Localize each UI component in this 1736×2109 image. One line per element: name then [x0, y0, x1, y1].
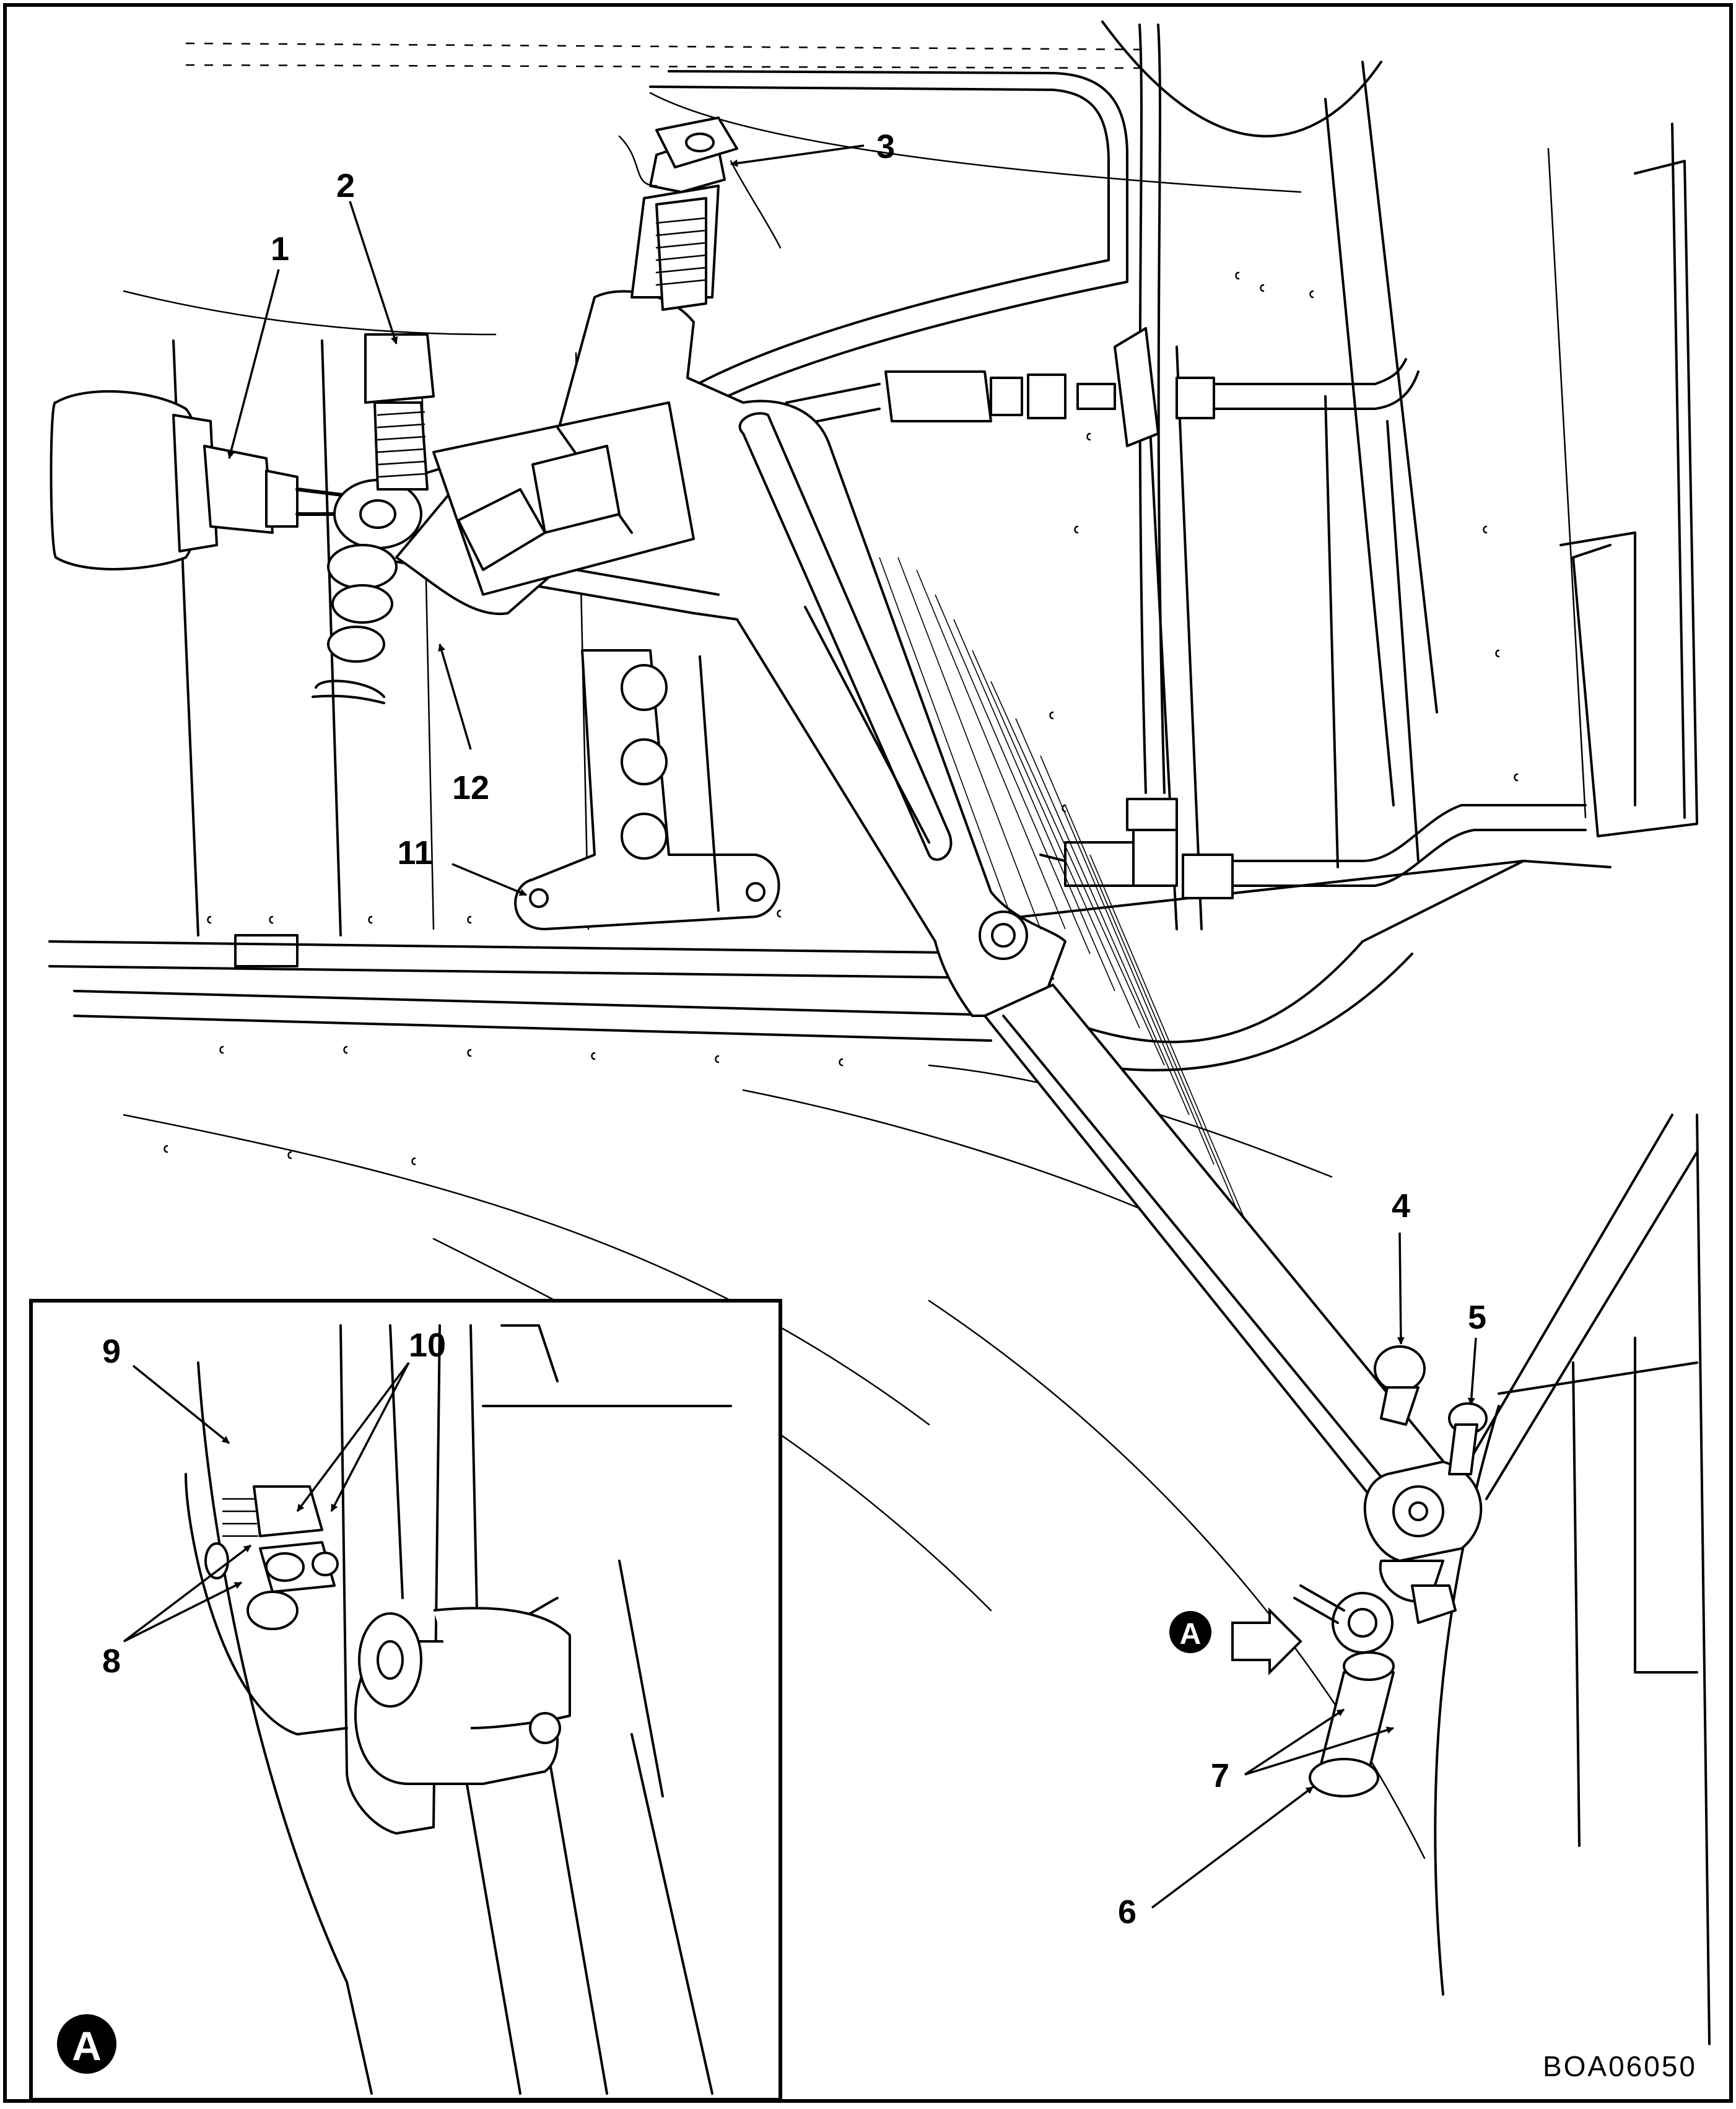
view-a-marker-main: A [1169, 1607, 1302, 1675]
page-border [3, 3, 1733, 2103]
inset-a-label: A [72, 2023, 102, 2069]
callout-6: 6 [1118, 1893, 1136, 1931]
callout-12: 12 [452, 769, 489, 806]
callout-5: 5 [1468, 1299, 1486, 1336]
detail-a-inset [29, 1299, 782, 2102]
view-a-label: A [1180, 1618, 1202, 1651]
figure-code: BOA06050 [1543, 2050, 1697, 2082]
callout-7: 7 [1211, 1757, 1229, 1794]
callout-11: 11 [397, 834, 432, 871]
view-a-marker-inset: A [57, 2014, 116, 2074]
callout-1: 1 [271, 230, 289, 268]
callout-8: 8 [102, 1643, 121, 1680]
callout-2: 2 [336, 167, 355, 204]
bracket [514, 649, 780, 930]
callout-4: 4 [1392, 1187, 1410, 1225]
callout-3: 3 [876, 128, 895, 165]
callout-9: 9 [102, 1333, 121, 1370]
callout-10: 10 [409, 1327, 446, 1364]
lower-fitting [1293, 1114, 1698, 1797]
callout-leaders [123, 144, 1477, 1909]
arrow-right-icon [1231, 1607, 1302, 1675]
callout-labels: 1 2 3 4 5 6 7 8 9 10 11 12 [102, 128, 1486, 1931]
bellcrank-assembly [50, 116, 782, 704]
